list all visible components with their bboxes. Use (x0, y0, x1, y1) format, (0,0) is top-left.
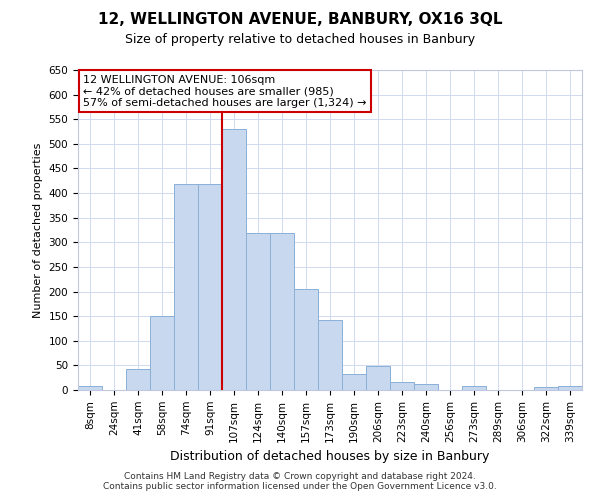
Bar (558, 386, 582, 390)
Bar (246, 234, 270, 390)
Bar (414, 384, 438, 390)
Bar (222, 129, 246, 390)
Bar (534, 386, 558, 390)
Text: Contains HM Land Registry data © Crown copyright and database right 2024.: Contains HM Land Registry data © Crown c… (124, 472, 476, 481)
Bar (270, 234, 294, 390)
Text: Size of property relative to detached houses in Banbury: Size of property relative to detached ho… (125, 32, 475, 46)
Text: 12 WELLINGTON AVENUE: 106sqm
← 42% of detached houses are smaller (985)
57% of s: 12 WELLINGTON AVENUE: 106sqm ← 42% of de… (83, 75, 367, 108)
Y-axis label: Number of detached properties: Number of detached properties (33, 142, 43, 318)
Bar (78, 386, 102, 390)
Text: Contains public sector information licensed under the Open Government Licence v3: Contains public sector information licen… (103, 482, 497, 491)
Text: 12, WELLINGTON AVENUE, BANBURY, OX16 3QL: 12, WELLINGTON AVENUE, BANBURY, OX16 3QL (98, 12, 502, 28)
Bar (126, 369, 150, 390)
Bar (462, 386, 486, 390)
Bar (150, 316, 174, 390)
X-axis label: Distribution of detached houses by size in Banbury: Distribution of detached houses by size … (170, 450, 490, 463)
Bar (318, 320, 342, 390)
Bar (342, 374, 366, 390)
Bar (366, 366, 390, 390)
Bar (198, 184, 222, 390)
Bar (174, 184, 198, 390)
Bar (390, 382, 414, 390)
Bar (294, 289, 318, 390)
